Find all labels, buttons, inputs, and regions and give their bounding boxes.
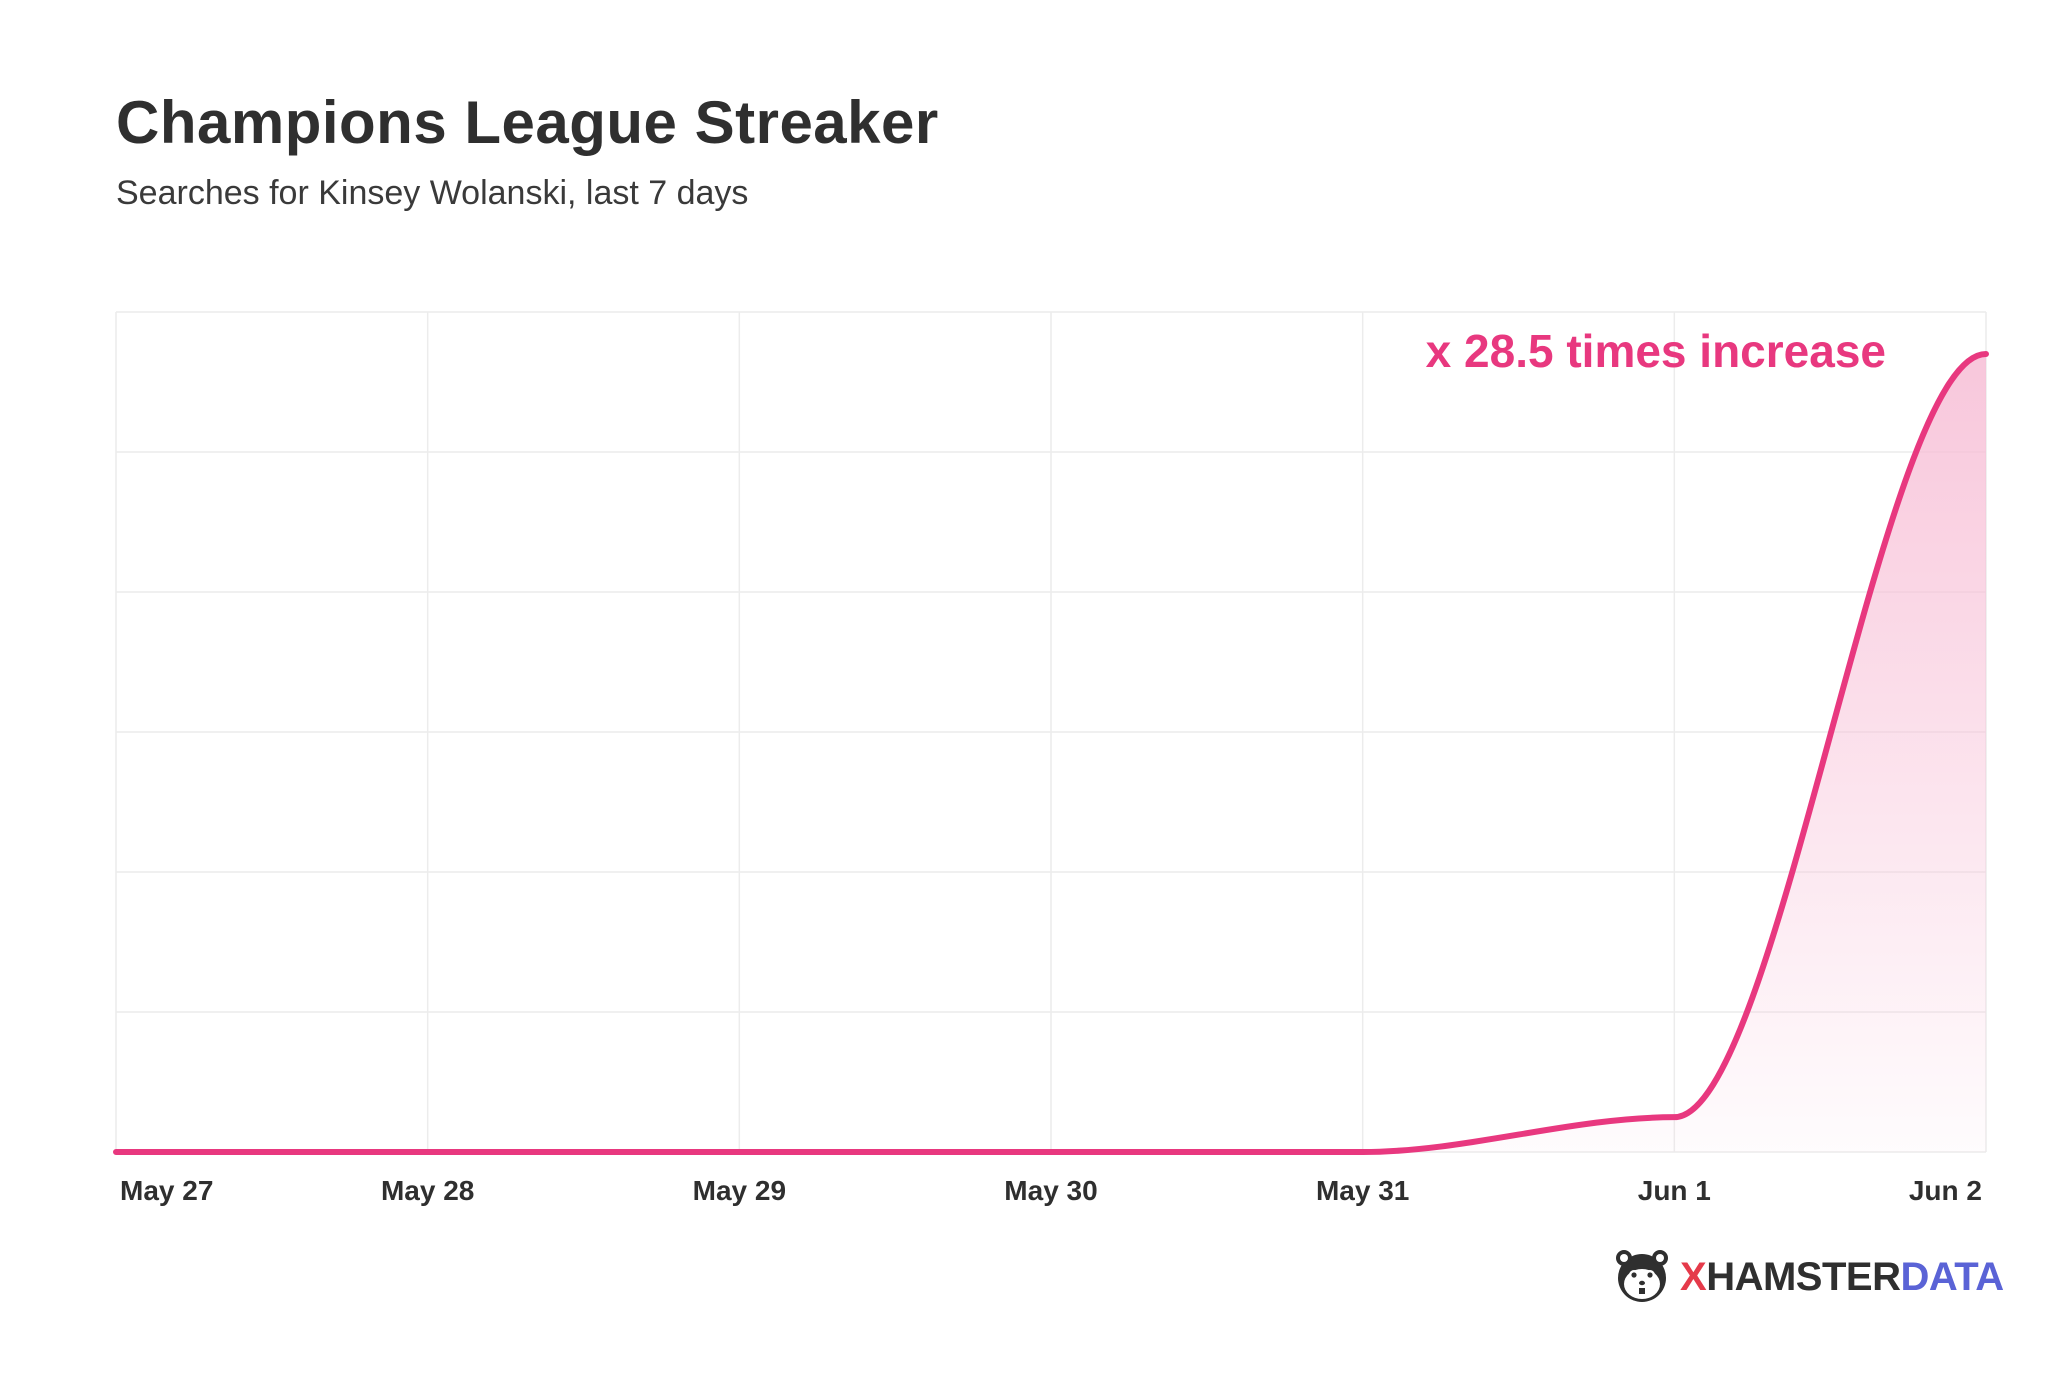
x-tick-label: May 29 <box>693 1175 786 1206</box>
hamster-logo-icon <box>1616 1250 1668 1302</box>
brand-x: X <box>1680 1254 1707 1299</box>
brand-data: DATA <box>1900 1254 2004 1299</box>
x-axis-ticks: May 27 May 28 May 29 May 30 May 31 Jun 1 Jun 2 <box>120 1175 1982 1206</box>
x-tick-label: May 30 <box>1004 1175 1097 1206</box>
series-area <box>116 354 1986 1152</box>
chart-subtitle: Searches for Kinsey Wolanski, last 7 day… <box>116 174 749 212</box>
brand-hamster: HAMSTER <box>1706 1254 1901 1299</box>
x-tick-label: May 28 <box>381 1175 474 1206</box>
x-tick-label: Jun 2 <box>1909 1175 1982 1206</box>
x-tick-label: May 31 <box>1316 1175 1409 1206</box>
chart-title: Champions League Streaker <box>116 89 939 156</box>
series-line <box>113 351 1989 1156</box>
x-tick-label: Jun 1 <box>1638 1175 1711 1206</box>
xhamster-data-brand: XHAMSTERDATA <box>1612 1248 2004 1306</box>
brand-wordmark: XHAMSTERDATA <box>1680 1255 2004 1300</box>
increase-annotation: x 28.5 times increase <box>1426 325 1886 377</box>
x-tick-label: May 27 <box>120 1175 213 1206</box>
grid <box>115 311 1987 1153</box>
